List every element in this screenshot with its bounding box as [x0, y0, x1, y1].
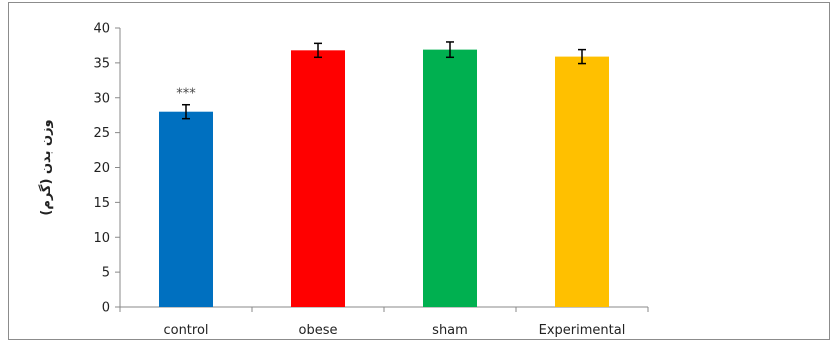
bar-obese — [291, 50, 345, 307]
y-tick-label: 10 — [93, 231, 110, 246]
y-tick-label: 0 — [102, 301, 110, 316]
x-tick-label-experimental: Experimental — [539, 323, 626, 338]
x-tick-label-obese: obese — [299, 323, 338, 338]
chart-frame — [8, 2, 830, 340]
significance-annotation: *** — [176, 87, 196, 102]
y-tick-label: 35 — [93, 56, 110, 71]
y-tick-label: 5 — [102, 266, 110, 281]
bar-experimental — [555, 56, 609, 307]
y-tick-label: 40 — [93, 22, 110, 37]
y-tick-label: 20 — [93, 161, 110, 176]
y-tick-label: 30 — [93, 91, 110, 106]
x-tick-label-control: control — [163, 323, 208, 338]
bar-sham — [423, 49, 477, 308]
y-tick-label: 15 — [93, 196, 110, 211]
x-tick-label-sham: sham — [432, 323, 468, 338]
y-tick-label: 25 — [93, 126, 110, 141]
y-axis-title: وزن بدن (گرم) — [38, 119, 54, 215]
bar-control — [159, 111, 213, 307]
